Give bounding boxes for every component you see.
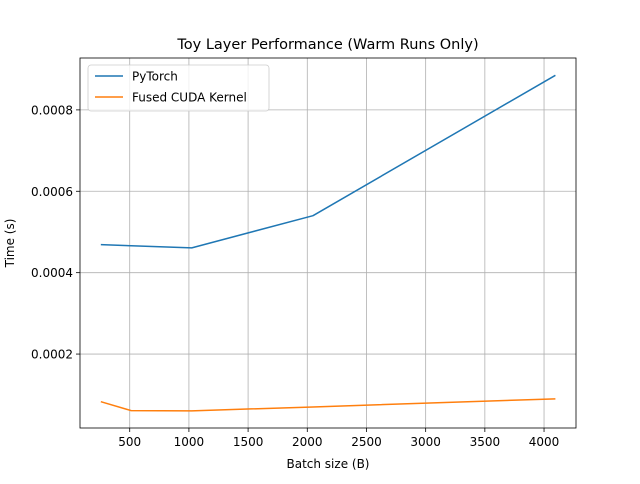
legend-box [87, 64, 270, 112]
y-tick-label: 0.0006 [31, 185, 73, 199]
legend: PyTorch Fused CUDA Kernel [87, 64, 270, 112]
x-tick-label: 3500 [470, 435, 501, 449]
legend-label-fused-cuda-kernel: Fused CUDA Kernel [132, 91, 247, 105]
x-tick-label: 500 [118, 435, 141, 449]
series-line-pytorch [100, 74, 556, 249]
grid-lines [80, 58, 576, 428]
y-axis-ticks: 0.0002 0.0004 0.0006 0.0008 [31, 103, 80, 362]
y-tick-label: 0.0008 [31, 103, 73, 117]
y-tick-label: 0.0002 [31, 348, 73, 362]
x-tick-label: 3000 [410, 435, 441, 449]
legend-label-pytorch: PyTorch [132, 70, 178, 84]
x-tick-label: 2000 [292, 435, 323, 449]
chart-title: Toy Layer Performance (Warm Runs Only) [176, 37, 478, 53]
x-tick-label: 2500 [351, 435, 382, 449]
series-lines [100, 74, 556, 412]
x-tick-label: 1500 [233, 435, 264, 449]
x-tick-label: 4000 [529, 435, 560, 449]
x-tick-label: 1000 [174, 435, 205, 449]
y-tick-label: 0.0004 [31, 266, 73, 280]
x-axis-label: Batch size (B) [287, 457, 370, 471]
series-line-fused-cuda-kernel [100, 398, 556, 412]
y-axis-label: Time (s) [3, 219, 17, 269]
x-axis-ticks: 500 1000 1500 2000 2500 3000 3500 4000 [118, 428, 559, 449]
plot-area-frame [79, 57, 577, 429]
